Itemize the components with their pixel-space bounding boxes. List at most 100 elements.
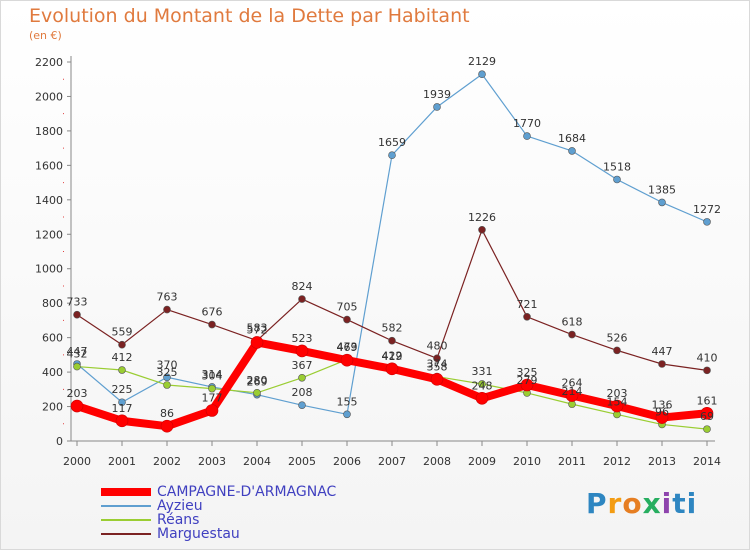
x-tick-label: 2014	[693, 455, 721, 468]
x-tick-label: 2010	[513, 455, 541, 468]
data-point	[70, 399, 84, 413]
data-point	[250, 336, 264, 349]
data-label: 1659	[378, 136, 406, 149]
data-label: 473	[337, 341, 358, 354]
y-tick-label: 1600	[35, 159, 63, 172]
data-point	[118, 340, 126, 349]
data-point	[298, 373, 306, 382]
data-label: 203	[607, 387, 628, 400]
chart-legend: CAMPAGNE-D'ARMAGNAC Ayzieu Réans Margues…	[101, 484, 337, 542]
data-label: 154	[607, 395, 628, 408]
y-tick-label: 1400	[35, 194, 63, 207]
data-label: 177	[202, 392, 223, 405]
x-tick-label: 2000	[63, 455, 91, 468]
data-label: 96	[655, 405, 669, 418]
data-label: 526	[607, 331, 628, 344]
x-tick-label: 2013	[648, 455, 676, 468]
data-point	[385, 362, 399, 376]
legend-label: CAMPAGNE-D'ARMAGNAC	[157, 484, 337, 500]
data-point	[655, 411, 669, 424]
data-label: 155	[337, 395, 358, 408]
data-label: 325	[517, 366, 538, 379]
data-label: 117	[112, 402, 133, 415]
data-label: 203	[67, 387, 88, 400]
legend-label: Ayzieu	[157, 498, 203, 514]
data-label: 763	[157, 291, 178, 304]
data-point	[523, 132, 531, 140]
legend-swatch	[101, 533, 151, 535]
legend-swatch	[101, 505, 151, 507]
data-label: 304	[202, 370, 223, 383]
data-point	[703, 366, 711, 375]
data-label: 208	[292, 386, 313, 399]
data-point	[208, 320, 216, 329]
data-label: 422	[382, 349, 403, 362]
data-point	[478, 225, 486, 234]
data-point	[118, 366, 126, 374]
data-label: 523	[292, 332, 313, 345]
y-tick-label: 2200	[35, 56, 63, 69]
data-label: 721	[517, 298, 538, 311]
data-label: 733	[67, 296, 88, 309]
data-label: 824	[292, 280, 313, 293]
y-tick-label: 1200	[35, 228, 63, 241]
data-label: 1770	[513, 117, 541, 130]
y-tick-label: 1800	[35, 125, 63, 138]
data-point	[388, 151, 396, 159]
data-point	[298, 401, 306, 409]
y-tick-label: 600	[42, 332, 63, 345]
data-label: 582	[382, 322, 403, 335]
data-point	[73, 310, 81, 319]
data-point	[478, 380, 486, 388]
legend-item-ayzieu: Ayzieu	[101, 498, 336, 514]
x-tick-label: 2003	[198, 455, 226, 468]
x-tick-label: 2006	[333, 455, 361, 468]
data-point	[520, 378, 534, 392]
data-point	[568, 147, 576, 155]
data-point	[523, 312, 531, 321]
data-point	[700, 406, 714, 420]
data-label: 447	[652, 345, 673, 358]
data-point	[208, 384, 216, 393]
data-label: 248	[472, 379, 493, 392]
y-tick-label: 400	[42, 366, 63, 379]
data-label: 358	[427, 360, 448, 373]
data-point	[388, 336, 396, 345]
data-label: 447	[67, 345, 88, 358]
y-tick-label: 1000	[35, 263, 63, 276]
chart-title: Evolution du Montant de la Dette par Hab…	[29, 5, 470, 27]
data-label: 432	[67, 348, 88, 361]
data-point	[433, 354, 441, 363]
data-label: 69	[700, 410, 714, 423]
x-tick-label: 2012	[603, 455, 631, 468]
data-point	[118, 398, 126, 407]
data-point	[340, 353, 354, 367]
y-tick-label: 800	[42, 297, 63, 310]
data-point	[295, 344, 309, 358]
data-label: 1385	[648, 183, 676, 196]
data-label: 419	[382, 350, 403, 363]
data-point	[163, 381, 171, 389]
data-label: 86	[160, 407, 174, 420]
legend-item-marguestau: Marguestau	[101, 526, 336, 542]
data-label: 161	[697, 394, 718, 407]
x-tick-label: 2004	[243, 455, 271, 468]
data-label: 705	[337, 301, 358, 314]
data-label: 374	[427, 358, 448, 371]
data-label: 559	[112, 326, 133, 339]
legend-item-reans: Réans	[101, 512, 336, 528]
data-label: 618	[562, 316, 583, 329]
data-point	[430, 373, 444, 386]
data-label: 331	[472, 365, 493, 378]
data-point	[115, 414, 129, 428]
data-label: 280	[247, 374, 268, 387]
data-point	[658, 198, 666, 207]
data-point	[73, 362, 81, 371]
y-tick-label: 0	[56, 435, 63, 448]
data-point	[163, 305, 171, 314]
x-tick-label: 2002	[153, 455, 181, 468]
data-point	[613, 175, 621, 184]
legend-label: Marguestau	[157, 526, 240, 542]
